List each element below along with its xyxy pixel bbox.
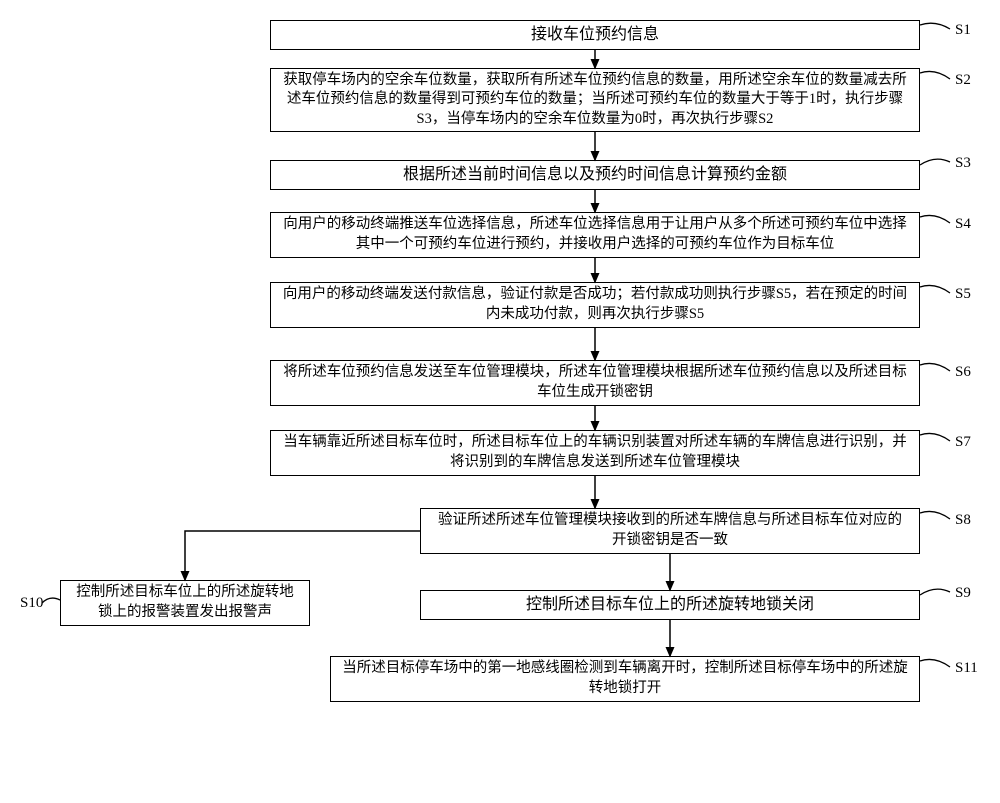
- node-s7-text: 当车辆靠近所述目标车位时，所述目标车位上的车辆识别装置对所述车辆的车牌信息进行识…: [281, 433, 909, 472]
- node-s1-text: 接收车位预约信息: [531, 24, 659, 46]
- node-s4: 向用户的移动终端推送车位选择信息，所述车位选择信息用于让用户从多个所述可预约车位…: [270, 212, 920, 258]
- label-s6: S6: [955, 364, 971, 381]
- node-s4-text: 向用户的移动终端推送车位选择信息，所述车位选择信息用于让用户从多个所述可预约车位…: [281, 215, 909, 254]
- node-s5: 向用户的移动终端发送付款信息，验证付款是否成功；若付款成功则执行步骤S5，若在预…: [270, 282, 920, 328]
- label-s4: S4: [955, 216, 971, 233]
- node-s6-text: 将所述车位预约信息发送至车位管理模块，所述车位管理模块根据所述车位预约信息以及所…: [281, 363, 909, 402]
- node-s11-text: 当所述目标停车场中的第一地感线圈检测到车辆离开时，控制所述目标停车场中的所述旋转…: [341, 659, 909, 698]
- node-s9-text: 控制所述目标车位上的所述旋转地锁关闭: [526, 594, 814, 616]
- node-s7: 当车辆靠近所述目标车位时，所述目标车位上的车辆识别装置对所述车辆的车牌信息进行识…: [270, 430, 920, 476]
- node-s8: 验证所述所述车位管理模块接收到的所述车牌信息与所述目标车位对应的开锁密钥是否一致: [420, 508, 920, 554]
- label-s5: S5: [955, 286, 971, 303]
- node-s10: 控制所述目标车位上的所述旋转地锁上的报警装置发出报警声: [60, 580, 310, 626]
- node-s5-text: 向用户的移动终端发送付款信息，验证付款是否成功；若付款成功则执行步骤S5，若在预…: [281, 285, 909, 324]
- node-s3-text: 根据所述当前时间信息以及预约时间信息计算预约金额: [403, 164, 787, 186]
- label-s1: S1: [955, 22, 971, 39]
- node-s2: 获取停车场内的空余车位数量，获取所有所述车位预约信息的数量，用所述空余车位的数量…: [270, 68, 920, 132]
- node-s2-text: 获取停车场内的空余车位数量，获取所有所述车位预约信息的数量，用所述空余车位的数量…: [281, 71, 909, 130]
- label-s8: S8: [955, 512, 971, 529]
- label-s9: S9: [955, 585, 971, 602]
- node-s1: 接收车位预约信息: [270, 20, 920, 50]
- node-s10-text: 控制所述目标车位上的所述旋转地锁上的报警装置发出报警声: [71, 583, 299, 622]
- label-s2: S2: [955, 72, 971, 89]
- label-s11: S11: [955, 660, 978, 677]
- node-s9: 控制所述目标车位上的所述旋转地锁关闭: [420, 590, 920, 620]
- node-s6: 将所述车位预约信息发送至车位管理模块，所述车位管理模块根据所述车位预约信息以及所…: [270, 360, 920, 406]
- label-s10: S10: [20, 595, 43, 612]
- node-s3: 根据所述当前时间信息以及预约时间信息计算预约金额: [270, 160, 920, 190]
- node-s8-text: 验证所述所述车位管理模块接收到的所述车牌信息与所述目标车位对应的开锁密钥是否一致: [431, 511, 909, 550]
- node-s11: 当所述目标停车场中的第一地感线圈检测到车辆离开时，控制所述目标停车场中的所述旋转…: [330, 656, 920, 702]
- label-s3: S3: [955, 155, 971, 172]
- label-s7: S7: [955, 434, 971, 451]
